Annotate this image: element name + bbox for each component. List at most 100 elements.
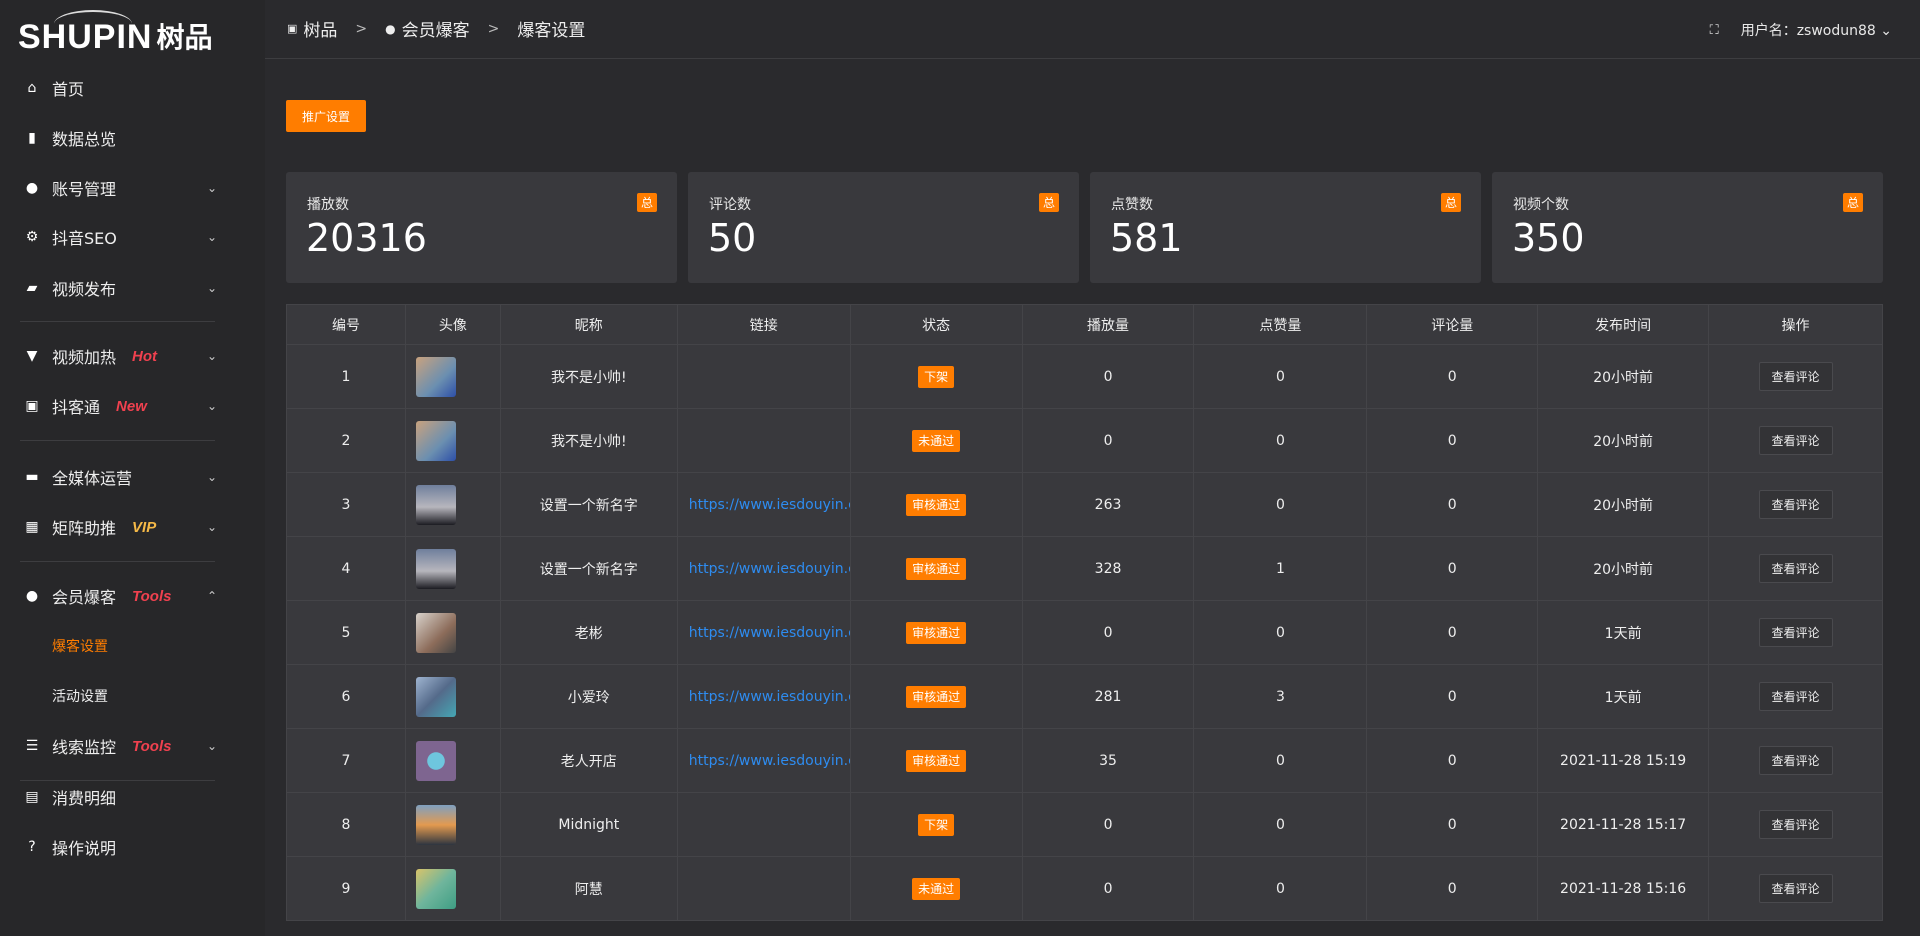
publish-time: 1天前 [1537, 600, 1710, 665]
chevron-down-icon: ⌄ [206, 520, 217, 534]
view-comments-button[interactable]: 查看评论 [1758, 874, 1833, 903]
view-comments-button[interactable]: 查看评论 [1758, 362, 1833, 391]
avatar-cell [404, 408, 501, 473]
breadcrumb-home[interactable]: 树品 [303, 21, 338, 41]
sidebar-item-tag: VIP [132, 518, 157, 536]
status-badge: 未通过 [912, 430, 961, 452]
status-cell: 下架 [849, 792, 1023, 857]
sidebar-item-label: 线索监控 [52, 738, 117, 757]
video-camera-icon: ▰ [26, 280, 38, 296]
stat-card: 评论数 50 总 [688, 172, 1079, 283]
chevron-down-icon: ⌄ [206, 470, 217, 484]
user-menu[interactable]: 用户名：zswodun88 ⌄ [1741, 20, 1892, 40]
sidebar-item-3[interactable]: ⚙ 抖音SEO ⌄ [0, 217, 265, 257]
video-link[interactable] [676, 792, 851, 857]
avatar [415, 676, 456, 717]
sidebar-item-7[interactable]: ▬ 全媒体运营 ⌄ [0, 457, 265, 497]
sidebar-item-tag: Hot [132, 347, 158, 365]
sidebar-item-label: 数据总览 [52, 130, 117, 149]
video-link[interactable]: https://www.iesdouyin.c [676, 728, 851, 793]
video-link[interactable]: https://www.iesdouyin.c [676, 664, 851, 729]
stat-label: 播放数 [307, 197, 349, 213]
likes: 0 [1193, 792, 1368, 857]
video-link[interactable]: https://www.iesdouyin.c [676, 472, 851, 537]
plays: 0 [1021, 600, 1195, 665]
publish-time: 20小时前 [1537, 344, 1710, 409]
sidebar-item-tag: New [116, 397, 147, 415]
column-header: 链接 [676, 304, 851, 345]
video-link[interactable] [676, 856, 851, 921]
fullscreen-icon[interactable]: ⛶ [1709, 22, 1719, 38]
status-badge: 审核通过 [906, 750, 967, 772]
avatar [415, 484, 456, 525]
grid-icon: ▦ [25, 519, 39, 535]
sidebar-item-12[interactable]: ? 操作说明 [0, 827, 265, 867]
breadcrumb-member[interactable]: 会员爆客 [401, 21, 470, 41]
sidebar-item-10[interactable]: ☰ 线索监控 Tools ⌄ [0, 726, 265, 766]
avatar [415, 868, 456, 909]
comments: 0 [1366, 536, 1539, 601]
view-comments-button[interactable]: 查看评论 [1758, 810, 1833, 839]
total-badge: 总 [636, 193, 657, 212]
comments: 0 [1366, 600, 1539, 665]
view-comments-button[interactable]: 查看评论 [1758, 554, 1833, 583]
wallet-icon: ▤ [25, 789, 39, 805]
video-link[interactable] [676, 344, 851, 409]
table-header-row: 编号 头像 昵称 链接 状态 播放量 点赞量 评论量 发布时间 操作 [286, 304, 1883, 345]
view-comments-button[interactable]: 查看评论 [1758, 618, 1833, 647]
video-link[interactable] [676, 408, 851, 473]
column-header: 状态 [849, 304, 1023, 345]
publish-time: 20小时前 [1537, 536, 1710, 601]
view-comments-button[interactable]: 查看评论 [1758, 746, 1833, 775]
total-badge: 总 [1038, 193, 1059, 212]
nickname: 小爱玲 [499, 664, 678, 729]
nickname: 我不是小帅! [499, 408, 678, 473]
view-comments-button[interactable]: 查看评论 [1758, 490, 1833, 519]
view-comments-button[interactable]: 查看评论 [1758, 426, 1833, 455]
column-header: 播放量 [1021, 304, 1195, 345]
promo-settings-button[interactable]: 推广设置 [286, 100, 366, 132]
nickname: 设置一个新名字 [499, 536, 678, 601]
sidebar-item-4[interactable]: ▰ 视频发布 ⌄ [0, 268, 265, 308]
publish-time: 2021-11-28 15:17 [1537, 792, 1710, 857]
sidebar-subitem-1[interactable]: 活动设置 [52, 689, 108, 705]
sidebar-item-5[interactable]: ▼ 视频加热 Hot ⌄ [0, 336, 265, 376]
likes: 0 [1193, 728, 1368, 793]
video-link[interactable]: https://www.iesdouyin.c [676, 600, 851, 665]
nickname: 设置一个新名字 [499, 472, 678, 537]
comments: 0 [1366, 344, 1539, 409]
sidebar-item-1[interactable]: ▮ 数据总览 [0, 118, 265, 158]
breadcrumb: ▣ 树品 > ● 会员爆客 > 爆客设置 [287, 16, 586, 42]
sidebar-item-11[interactable]: ▤ 消费明细 [0, 777, 265, 817]
sidebar-item-tag: Tools [132, 587, 172, 605]
comments: 0 [1366, 472, 1539, 537]
logo[interactable]: SHUPIN 树品 [18, 10, 212, 54]
sidebar-item-6[interactable]: ▣ 抖客通 New ⌄ [0, 386, 265, 426]
user-icon: ● [25, 180, 39, 196]
breadcrumb-separator: > [487, 20, 500, 37]
avatar [415, 420, 456, 461]
breadcrumb-current: 爆客设置 [517, 21, 586, 41]
view-comments-button[interactable]: 查看评论 [1758, 682, 1833, 711]
home-icon: ⌂ [27, 80, 37, 96]
table-row: 1 我不是小帅! 下架 0 0 0 20小时前 查看评论 [286, 344, 1883, 409]
monitor-icon: ▬ [25, 469, 39, 485]
action-cell: 查看评论 [1708, 472, 1883, 537]
sidebar-item-label: 全媒体运营 [52, 469, 133, 488]
row-id: 7 [286, 728, 406, 793]
status-badge: 下架 [918, 814, 955, 836]
table-row: 3 设置一个新名字 https://www.iesdouyin.c 审核通过 2… [286, 472, 1883, 537]
sidebar-item-2[interactable]: ● 账号管理 ⌄ [0, 168, 265, 208]
sidebar-item-label: 视频加热 [52, 348, 117, 367]
row-id: 5 [286, 600, 406, 665]
likes: 0 [1193, 344, 1368, 409]
sidebar-item-8[interactable]: ▦ 矩阵助推 VIP ⌄ [0, 507, 265, 547]
stat-label: 点赞数 [1111, 197, 1153, 213]
video-link[interactable]: https://www.iesdouyin.c [676, 536, 851, 601]
row-id: 2 [286, 408, 406, 473]
sidebar-item-9[interactable]: ● 会员爆客 Tools ⌃ [0, 576, 265, 616]
sidebar-subitem-0[interactable]: 爆客设置 [52, 639, 108, 655]
sidebar-item-0[interactable]: ⌂ 首页 [0, 68, 265, 108]
status-badge: 审核通过 [906, 622, 967, 644]
likes: 0 [1193, 856, 1368, 921]
